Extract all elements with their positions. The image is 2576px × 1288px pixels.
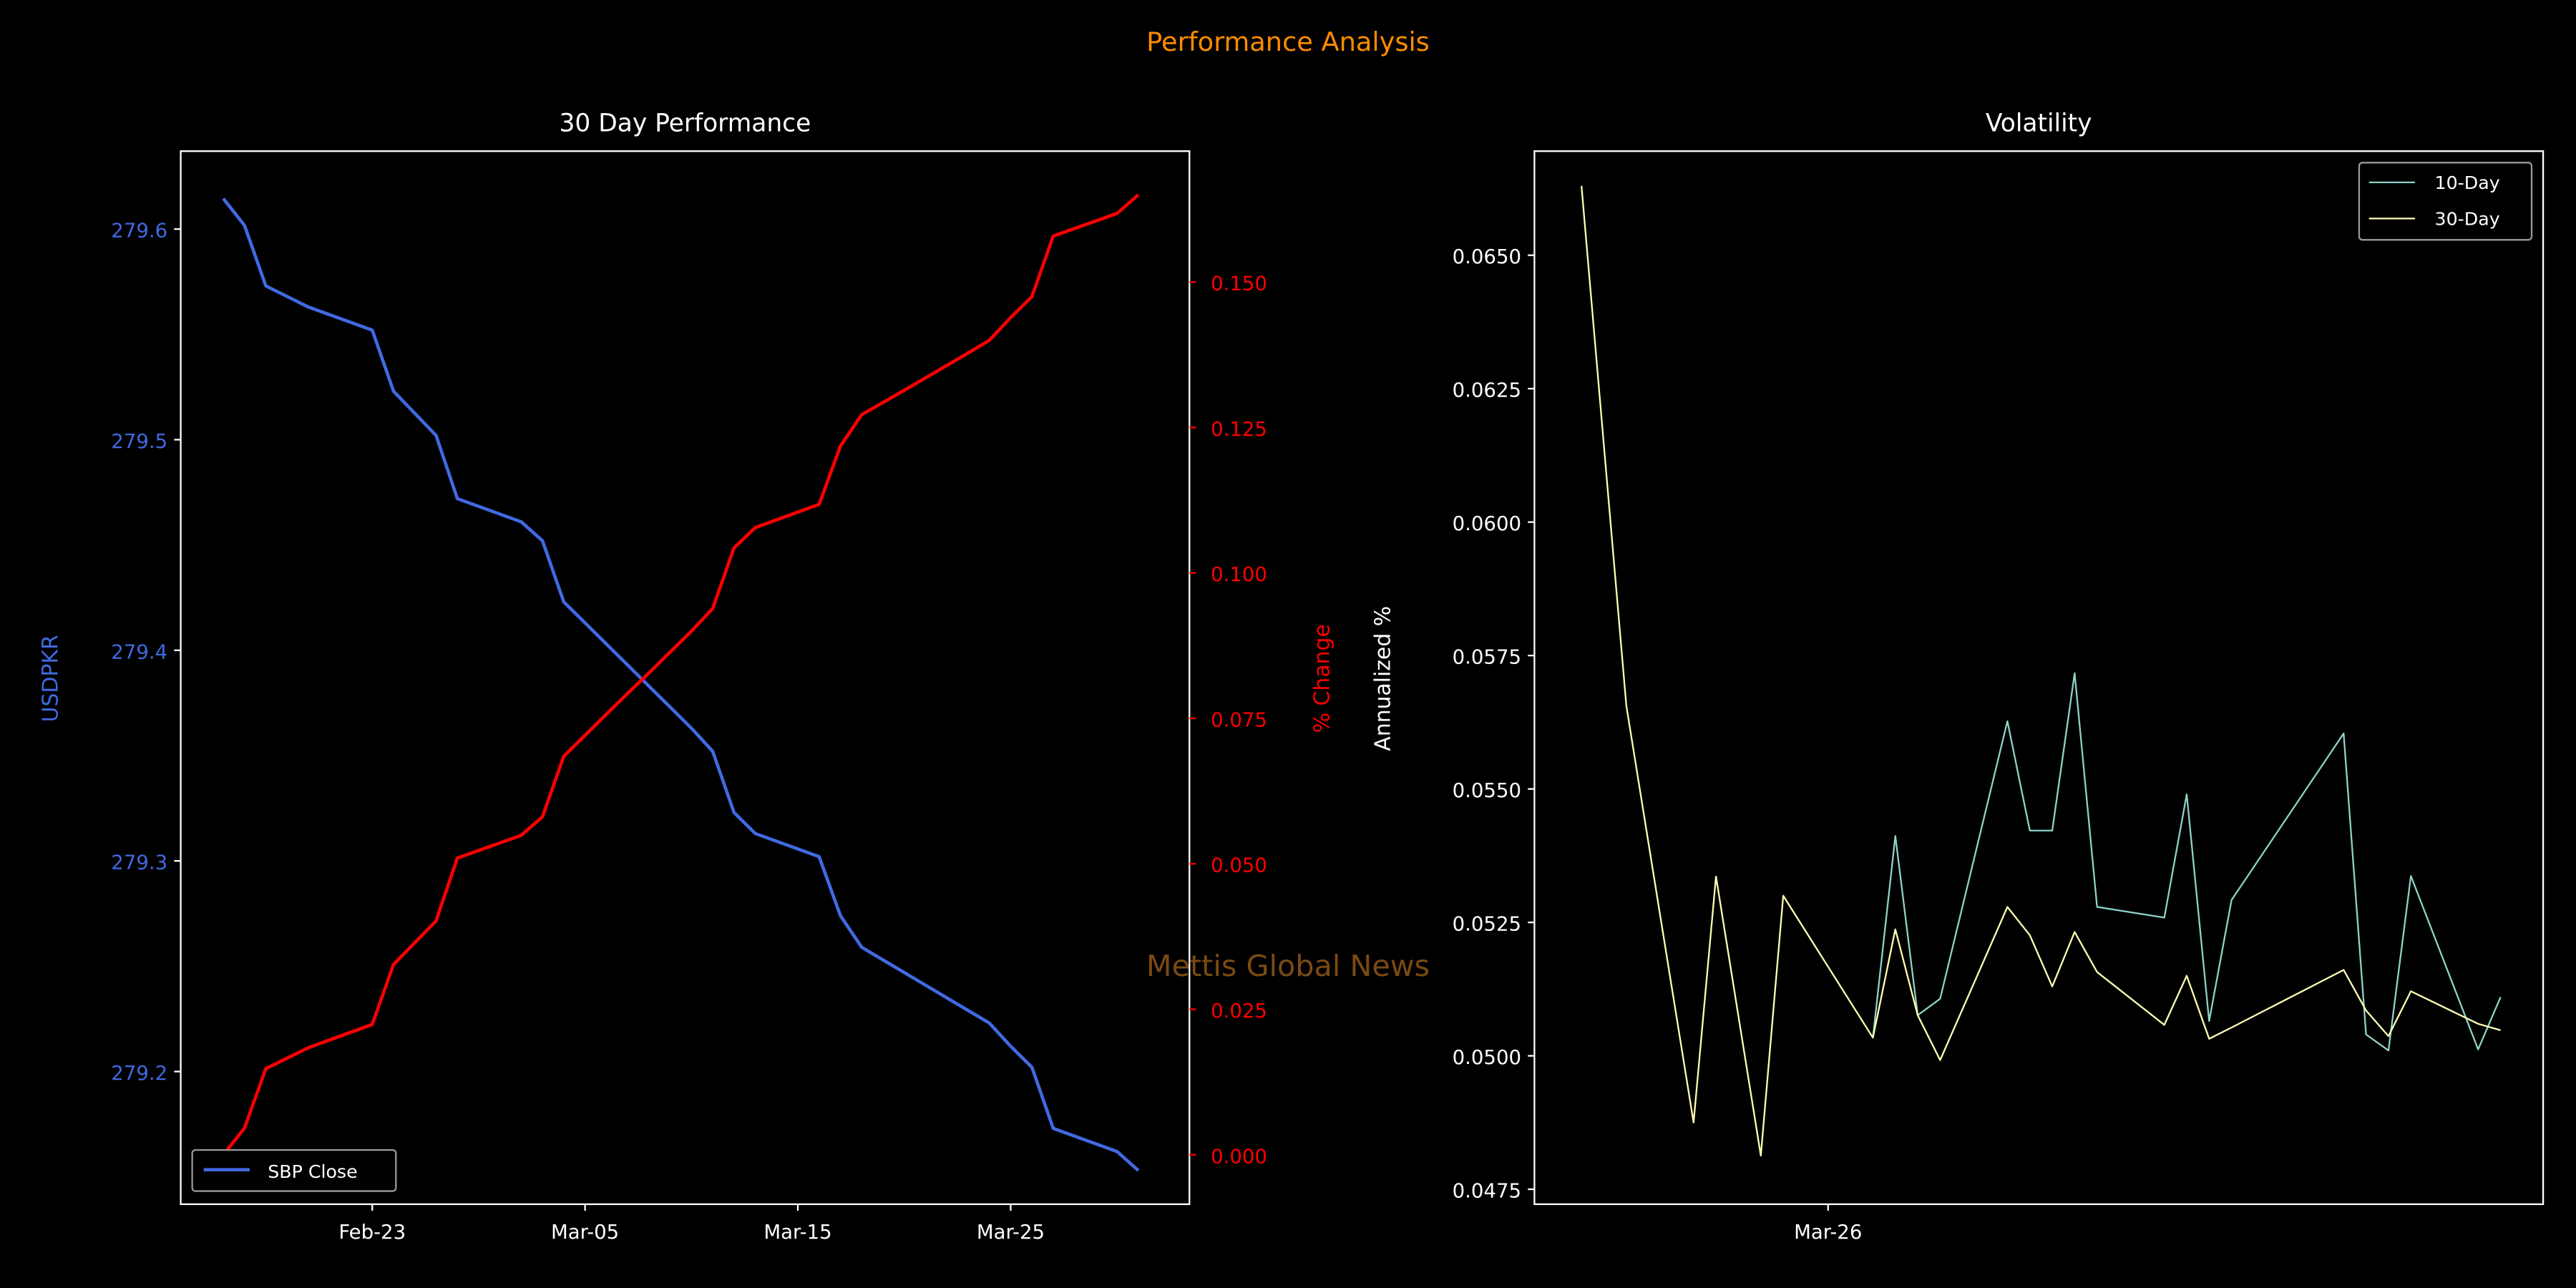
- y-tick-label: 0.0650: [1453, 245, 1521, 268]
- legend-label-10-day: 10-Day: [2435, 172, 2500, 193]
- performance-chart: 30 Day Performance 279.2 279.3 279.4 279.5 2…: [38, 109, 1335, 1244]
- volatility-chart-title: Volatility: [1986, 109, 2092, 138]
- legend-label-sbp-close: SBP Close: [268, 1161, 357, 1182]
- y-tick-label: 0.0600: [1453, 512, 1521, 535]
- y-tick-label: 0.0500: [1453, 1046, 1521, 1069]
- volatility-plot-frame: [1533, 150, 2545, 1206]
- volatility-chart: Volatility 0.0475 0.0500 0.0525 0.0550 0.057…: [1370, 109, 2545, 1244]
- legend-label-30-day: 30-Day: [2435, 209, 2500, 230]
- suptitle: Performance Analysis: [1146, 26, 1430, 57]
- y2-tick-label: 0.025: [1211, 1000, 1267, 1023]
- y-tick-label: 0.0575: [1453, 646, 1521, 669]
- y-tick-label: 0.0525: [1453, 913, 1521, 936]
- volatility-y-label: Annualized %: [1370, 606, 1395, 751]
- volatility-legend: 10-Day 30-Day: [2358, 162, 2533, 241]
- y2-tick-label: 0.150: [1211, 273, 1267, 296]
- y-tick-label: 279.2: [111, 1062, 167, 1085]
- x-tick-label: Mar-05: [551, 1221, 619, 1244]
- y-tick-label: 279.4: [111, 640, 167, 663]
- y-tick-label: 279.5: [111, 430, 167, 453]
- x-tick-label: Mar-26: [1794, 1221, 1862, 1244]
- y2-tick-label: 0.050: [1211, 854, 1267, 877]
- watermark: Mettis Global News: [1146, 949, 1430, 983]
- y-tick-label: 0.0475: [1453, 1180, 1521, 1203]
- performance-y-label: USDPKR: [38, 635, 63, 722]
- x-tick-label: Mar-25: [977, 1221, 1045, 1244]
- y-tick-label: 279.6: [111, 220, 167, 243]
- performance-plot-frame: [180, 150, 1191, 1206]
- x-tick-label: Feb-23: [338, 1221, 406, 1244]
- performance-chart-title: 30 Day Performance: [559, 109, 811, 138]
- y2-tick-label: 0.000: [1211, 1145, 1267, 1168]
- performance-legend: SBP Close: [191, 1148, 397, 1192]
- sbp-close-line: [222, 197, 1140, 1172]
- x-tick-label: Mar-15: [763, 1221, 831, 1244]
- y2-tick-label: 0.100: [1211, 563, 1267, 586]
- pct-change-line: [222, 193, 1140, 1156]
- y-tick-label: 0.0625: [1453, 379, 1521, 402]
- y2-tick-label: 0.075: [1211, 708, 1267, 731]
- y2-tick-label: 0.125: [1211, 418, 1267, 441]
- y-tick-label: 0.0550: [1453, 779, 1521, 802]
- performance-legend-box: [191, 1148, 397, 1192]
- performance-y2-label: % Change: [1309, 624, 1335, 733]
- y-tick-label: 279.3: [111, 852, 167, 874]
